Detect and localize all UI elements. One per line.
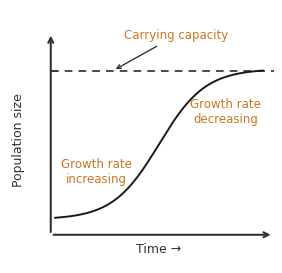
- Text: Growth rate
increasing: Growth rate increasing: [61, 158, 132, 186]
- Text: Time →: Time →: [136, 243, 182, 256]
- Text: Population size: Population size: [12, 94, 25, 187]
- Text: Carrying capacity: Carrying capacity: [117, 29, 228, 69]
- Text: Growth rate
decreasing: Growth rate decreasing: [190, 98, 261, 126]
